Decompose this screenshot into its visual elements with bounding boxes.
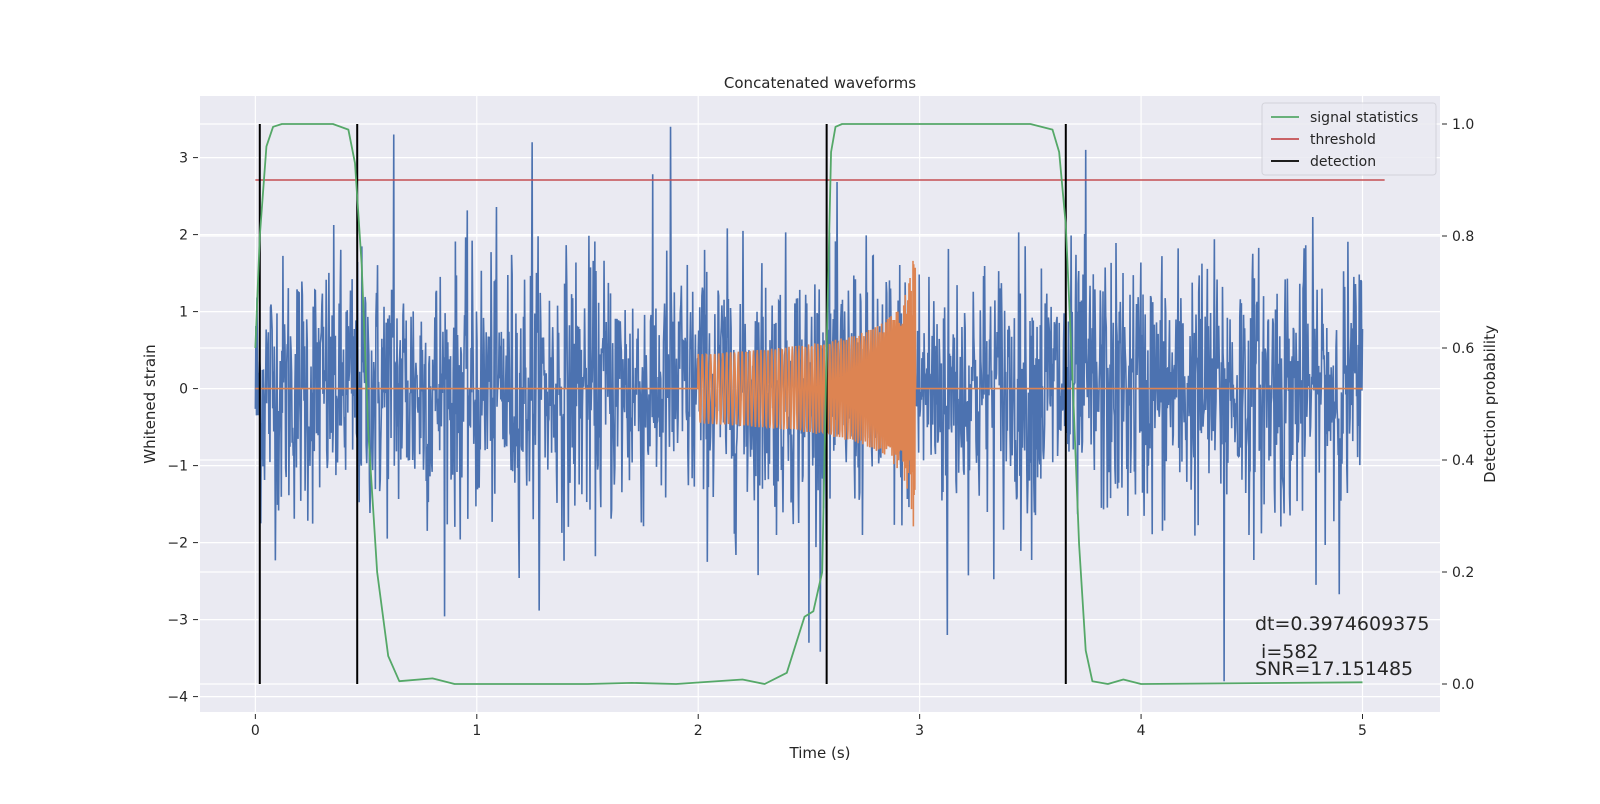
y-axis-label: Whitened strain bbox=[141, 344, 159, 463]
legend-label-signal-statistics: signal statistics bbox=[1310, 110, 1418, 126]
legend-box bbox=[1261, 102, 1437, 176]
annotation-dt: dt=0.3974609375 bbox=[1255, 613, 1429, 635]
annotation-snr: SNR=17.151485 bbox=[1255, 658, 1413, 680]
chart-title: Concatenated waveforms bbox=[724, 74, 916, 92]
x-tick-label: 4 bbox=[1137, 723, 1146, 739]
y-tick-label: −1 bbox=[167, 459, 188, 475]
annotation-i: i=582 bbox=[1255, 641, 1319, 663]
y-tick-label: 0 bbox=[179, 382, 188, 398]
signal-statistics-line bbox=[254, 123, 1363, 685]
y-tick-label: −3 bbox=[167, 613, 188, 629]
y2-tick-label: 0.6 bbox=[1452, 341, 1474, 357]
x-tick-label: 5 bbox=[1358, 723, 1367, 739]
y2-tick-label: 0.0 bbox=[1452, 677, 1474, 693]
y2-tick-label: 0.4 bbox=[1452, 453, 1474, 469]
y2-tick-label: 0.2 bbox=[1452, 565, 1474, 581]
y-tick-label: −2 bbox=[167, 536, 188, 552]
y-tick-label: 3 bbox=[179, 151, 188, 167]
x-tick-label: 1 bbox=[472, 723, 481, 739]
y2-tick-label: 0.8 bbox=[1452, 229, 1474, 245]
x-tick-label: 0 bbox=[251, 723, 260, 739]
x-tick-label: 2 bbox=[694, 723, 703, 739]
legend: signal statistics threshold detection bbox=[1261, 102, 1437, 176]
y-tick-label: 1 bbox=[179, 305, 188, 321]
x-axis-label: Time (s) bbox=[789, 744, 851, 762]
y2-tick-label: 1.0 bbox=[1452, 117, 1474, 133]
series-layer bbox=[254, 123, 1385, 685]
x-tick-label: 3 bbox=[915, 723, 924, 739]
strain-noise-line bbox=[254, 126, 1364, 682]
legend-label-threshold: threshold bbox=[1310, 132, 1376, 148]
y-tick-label: 2 bbox=[179, 228, 188, 244]
y2-axis-label: Detection probability bbox=[1481, 325, 1499, 483]
ticks: 0 1 2 3 4 5 −4 −3 −2 −1 0 1 2 3 0.0 0.2 0.4 0.6 0.8 1.0 bbox=[167, 117, 1474, 739]
legend-label-detection: detection bbox=[1310, 154, 1376, 170]
y-tick-label: −4 bbox=[167, 690, 188, 706]
chirp-signal-line bbox=[255, 260, 1363, 527]
